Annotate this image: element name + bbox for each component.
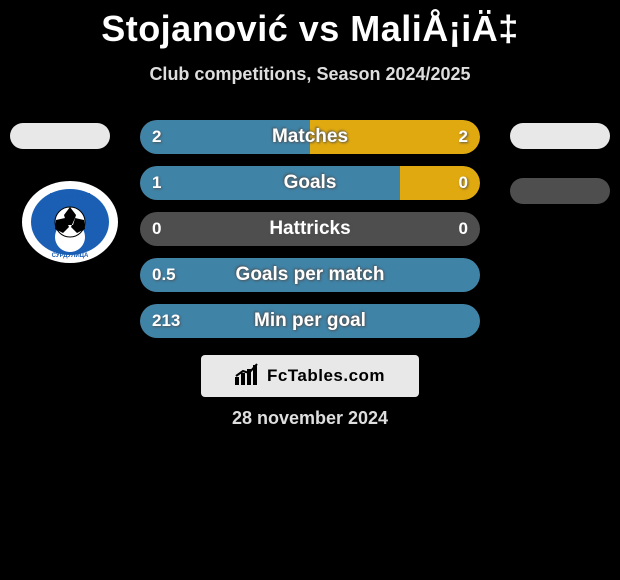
bar-label: Goals per match [140,258,480,292]
bar-value-left: 0 [152,212,161,246]
stat-row: Goals1 0 [140,166,480,200]
bar-value-right: 2 [459,120,468,154]
bar-value-left: 213 [152,304,180,338]
player-right-pill-1 [510,123,610,149]
bar-value-left: 2 [152,120,161,154]
date-text: 28 november 2024 [0,408,620,429]
bar-label: Goals [140,166,480,200]
club-badge-top-text: РАДНИК [49,192,91,203]
brand-text: FcTables.com [267,366,385,386]
infographic-root: { "style": { "bg": "#000000", "bar_track… [0,0,620,580]
bar-value-right: 0 [459,212,468,246]
stat-row: Goals per match0.5 [140,258,480,292]
bar-value-left: 1 [152,166,161,200]
stat-row: Hattricks0 0 [140,212,480,246]
club-badge-left: РАДНИК СУРДУЛИЦА [20,180,120,264]
page-title: Stojanović vs MaliÅ¡iÄ‡ [0,0,620,50]
bar-value-right: 0 [459,166,468,200]
bar-value-left: 0.5 [152,258,176,292]
bar-label: Min per goal [140,304,480,338]
brand-box: FcTables.com [201,355,419,397]
subtitle: Club competitions, Season 2024/2025 [0,64,620,85]
stat-row: Matches2 2 [140,120,480,154]
player-left-pill [10,123,110,149]
stat-bars: Matches22Goals10Hattricks00Goals per mat… [140,120,480,350]
brand-icon [235,363,261,390]
player-right-pill-2 [510,178,610,204]
club-badge-bottom-text: СУРДУЛИЦА [52,253,89,259]
bar-label: Hattricks [140,212,480,246]
bar-label: Matches [140,120,480,154]
stat-row: Min per goal213 [140,304,480,338]
